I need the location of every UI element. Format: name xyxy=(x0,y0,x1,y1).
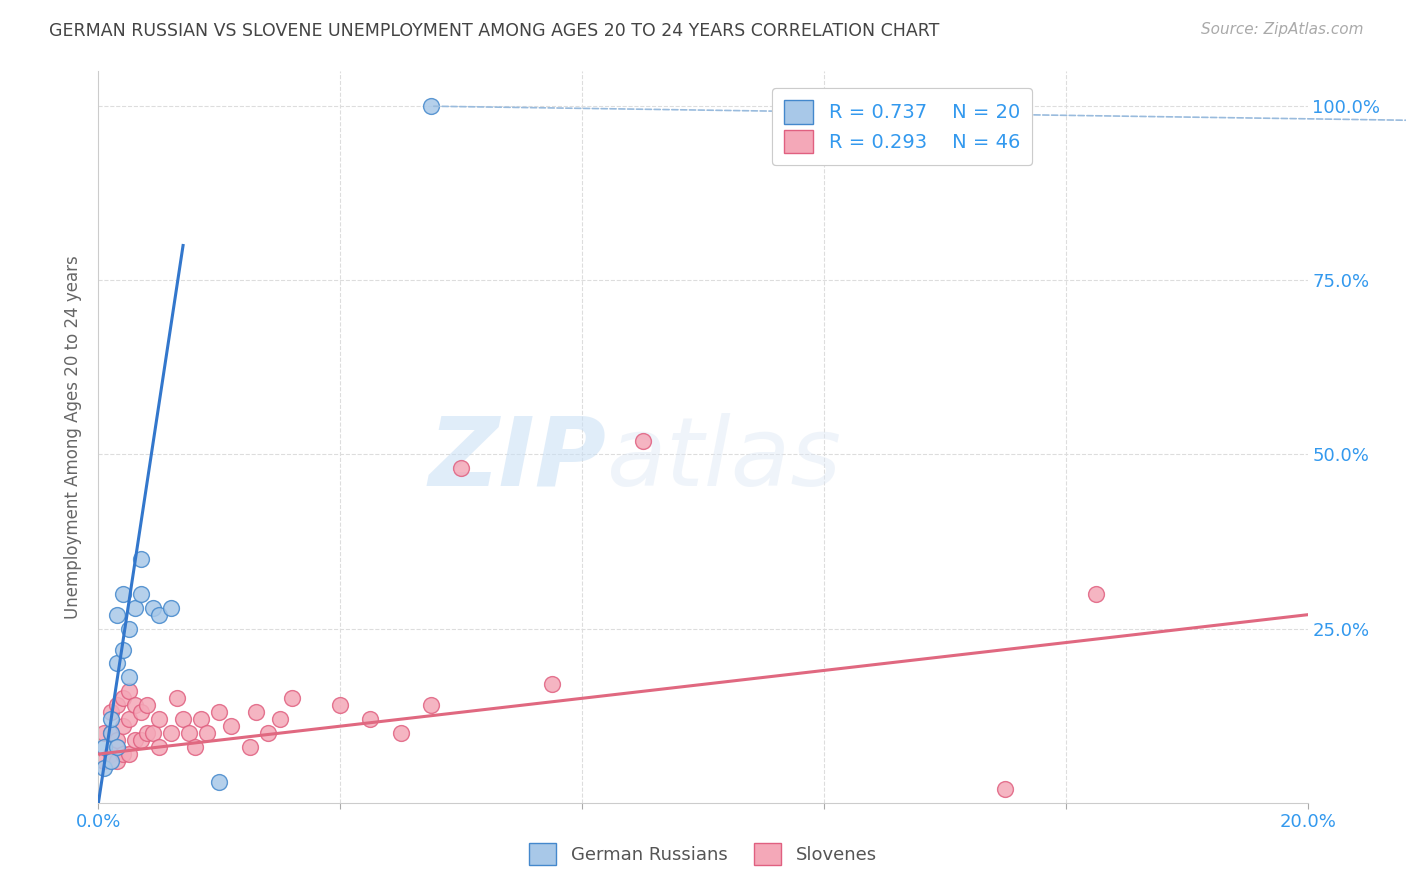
Point xyxy=(281,691,304,706)
Point xyxy=(129,733,152,747)
Point xyxy=(124,733,146,747)
Point xyxy=(148,740,170,755)
Point xyxy=(360,712,382,726)
Point xyxy=(994,781,1017,796)
Point xyxy=(129,587,152,601)
Point xyxy=(420,698,443,713)
Point xyxy=(93,761,115,775)
Point xyxy=(208,775,231,789)
Point xyxy=(100,712,122,726)
Point xyxy=(111,642,134,657)
Point xyxy=(184,740,207,755)
Point xyxy=(142,600,165,615)
Point xyxy=(221,719,243,733)
Point xyxy=(129,705,152,719)
Point xyxy=(124,600,146,615)
Point xyxy=(245,705,267,719)
Point xyxy=(256,726,278,740)
Point xyxy=(111,747,134,761)
Point xyxy=(93,726,115,740)
Point xyxy=(100,726,122,740)
Point xyxy=(1085,587,1108,601)
Point xyxy=(148,607,170,622)
Point xyxy=(105,607,128,622)
Point xyxy=(105,733,128,747)
Point xyxy=(135,698,157,713)
Point xyxy=(118,712,141,726)
Point xyxy=(142,726,165,740)
Legend: German Russians, Slovenes: German Russians, Slovenes xyxy=(520,834,886,874)
Point xyxy=(93,754,115,768)
Point xyxy=(100,705,122,719)
Point xyxy=(420,99,443,113)
Point xyxy=(329,698,352,713)
Point xyxy=(93,740,115,755)
Point xyxy=(105,657,128,671)
Point xyxy=(111,587,134,601)
Point xyxy=(239,740,262,755)
Y-axis label: Unemployment Among Ages 20 to 24 years: Unemployment Among Ages 20 to 24 years xyxy=(65,255,83,619)
Point xyxy=(540,677,562,691)
Point xyxy=(100,747,122,761)
Point xyxy=(118,622,141,636)
Point xyxy=(160,600,183,615)
Point xyxy=(135,726,157,740)
Point xyxy=(118,747,141,761)
Point xyxy=(179,726,201,740)
Point xyxy=(111,719,134,733)
Point xyxy=(172,712,194,726)
Point xyxy=(389,726,412,740)
Point xyxy=(631,434,654,448)
Point xyxy=(190,712,212,726)
Point xyxy=(111,691,134,706)
Point xyxy=(160,726,183,740)
Point xyxy=(450,461,472,475)
Point xyxy=(100,754,122,768)
Point xyxy=(105,754,128,768)
Legend: R = 0.737    N = 20, R = 0.293    N = 46: R = 0.737 N = 20, R = 0.293 N = 46 xyxy=(772,88,1032,165)
Point xyxy=(269,712,291,726)
Text: atlas: atlas xyxy=(606,412,841,506)
Point xyxy=(129,552,152,566)
Point xyxy=(105,740,128,755)
Point xyxy=(148,712,170,726)
Point xyxy=(100,726,122,740)
Text: GERMAN RUSSIAN VS SLOVENE UNEMPLOYMENT AMONG AGES 20 TO 24 YEARS CORRELATION CHA: GERMAN RUSSIAN VS SLOVENE UNEMPLOYMENT A… xyxy=(49,22,939,40)
Point xyxy=(166,691,188,706)
Point xyxy=(124,698,146,713)
Point xyxy=(195,726,218,740)
Point xyxy=(118,670,141,684)
Text: ZIP: ZIP xyxy=(429,412,606,506)
Point xyxy=(105,698,128,713)
Point xyxy=(118,684,141,698)
Text: Source: ZipAtlas.com: Source: ZipAtlas.com xyxy=(1201,22,1364,37)
Point xyxy=(208,705,231,719)
